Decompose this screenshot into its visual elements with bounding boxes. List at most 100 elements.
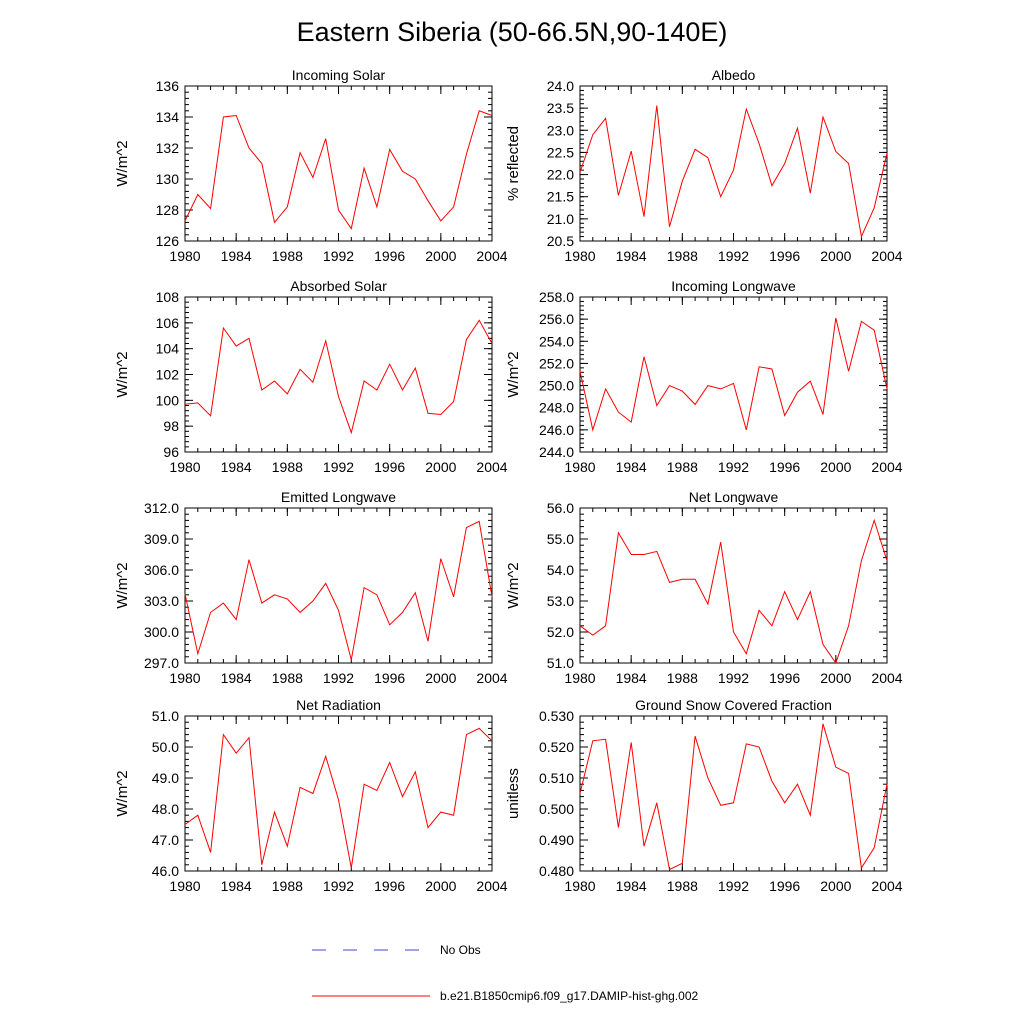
- panel-title: Emitted Longwave: [281, 489, 396, 505]
- plot-frame: [184, 507, 493, 664]
- x-tick-label: 1988: [667, 670, 698, 686]
- x-tick-label: 2000: [820, 248, 851, 264]
- plot-frame: [579, 85, 888, 242]
- x-tick-label: 1996: [769, 459, 800, 475]
- panel-4: 1980 1984 1988 1992 1996 2000 2004 297.0 300.0 30…: [114, 489, 508, 686]
- x-tick-label: 2000: [425, 878, 456, 894]
- y-tick-label: 0.510: [539, 770, 574, 786]
- x-tick-label: 2004: [871, 459, 902, 475]
- y-tick-label: 52.0: [547, 624, 574, 640]
- x-tick-label: 2004: [476, 248, 507, 264]
- plot-frame: [184, 715, 493, 872]
- panel-title: Absorbed Solar: [290, 278, 387, 294]
- plot-frame: [579, 507, 888, 664]
- y-tick-label: 254.0: [539, 333, 574, 349]
- panel-0: 1980 1984 1988 1992 1996 2000 2004 126 128 130 132…: [114, 67, 508, 264]
- x-tick-label: 1980: [169, 670, 200, 686]
- y-axis-label: % reflected: [505, 126, 522, 201]
- y-tick-label: 130: [156, 171, 180, 187]
- y-tick-label: 23.5: [547, 100, 574, 116]
- y-tick-label: 51.0: [547, 655, 574, 671]
- y-axis-label: W/m^2: [114, 351, 131, 397]
- x-tick-label: 1980: [564, 459, 595, 475]
- x-tick-label: 1992: [718, 670, 749, 686]
- y-tick-label: 47.0: [152, 832, 179, 848]
- x-tick-label: 1992: [323, 878, 354, 894]
- x-tick-label: 1980: [169, 248, 200, 264]
- x-tick-label: 1992: [323, 248, 354, 264]
- y-tick-label: 21.0: [547, 211, 574, 227]
- x-tick-label: 2004: [871, 248, 902, 264]
- series-line: [579, 105, 888, 239]
- x-tick-label: 1980: [564, 248, 595, 264]
- x-tick-label: 2004: [871, 878, 902, 894]
- y-tick-label: 0.480: [539, 863, 574, 879]
- y-tick-label: 53.0: [547, 593, 574, 609]
- x-tick-label: 1992: [323, 670, 354, 686]
- y-tick-label: 20.5: [547, 233, 574, 249]
- x-tick-label: 2004: [476, 878, 507, 894]
- y-tick-label: 256.0: [539, 311, 574, 327]
- y-axis-label: W/m^2: [505, 351, 522, 397]
- y-tick-label: 96: [163, 444, 179, 460]
- panel-title: Incoming Solar: [292, 67, 386, 83]
- plot-frame: [184, 85, 493, 242]
- y-tick-label: 56.0: [547, 500, 574, 516]
- series-line: [184, 727, 493, 868]
- y-tick-label: 22.5: [547, 144, 574, 160]
- x-tick-label: 1996: [374, 248, 405, 264]
- y-tick-label: 252.0: [539, 355, 574, 371]
- x-tick-label: 1988: [272, 670, 303, 686]
- series-line: [579, 723, 888, 871]
- y-tick-label: 128: [156, 202, 180, 218]
- x-tick-label: 2000: [820, 670, 851, 686]
- panel-5: 1980 1984 1988 1992 1996 2000 2004 51.0 52.0 53.0…: [505, 489, 903, 686]
- y-tick-label: 312.0: [144, 500, 179, 516]
- x-tick-label: 1992: [323, 459, 354, 475]
- y-axis-label: W/m^2: [114, 562, 131, 608]
- x-tick-label: 2000: [425, 459, 456, 475]
- x-tick-label: 1996: [374, 878, 405, 894]
- y-tick-label: 51.0: [152, 708, 179, 724]
- series-line: [579, 317, 888, 432]
- series-line: [579, 518, 888, 665]
- x-tick-label: 1984: [221, 459, 252, 475]
- panel-title: Incoming Longwave: [671, 278, 796, 294]
- y-tick-label: 22.0: [547, 167, 574, 183]
- x-tick-label: 1988: [272, 248, 303, 264]
- x-tick-label: 1984: [616, 670, 647, 686]
- y-tick-label: 306.0: [144, 562, 179, 578]
- y-tick-label: 0.500: [539, 801, 574, 817]
- x-tick-label: 1980: [564, 670, 595, 686]
- y-tick-label: 23.0: [547, 122, 574, 138]
- x-tick-label: 1996: [769, 878, 800, 894]
- x-tick-label: 2004: [476, 459, 507, 475]
- x-tick-label: 1992: [718, 248, 749, 264]
- x-tick-label: 1980: [564, 878, 595, 894]
- x-tick-label: 2000: [820, 459, 851, 475]
- panel-title: Albedo: [712, 67, 756, 83]
- y-axis-label: W/m^2: [114, 770, 131, 816]
- y-tick-label: 134: [156, 109, 180, 125]
- y-tick-label: 55.0: [547, 531, 574, 547]
- y-axis-label: W/m^2: [114, 140, 131, 186]
- x-tick-label: 2000: [425, 248, 456, 264]
- x-tick-label: 2000: [425, 670, 456, 686]
- y-tick-label: 48.0: [152, 801, 179, 817]
- panel-3: 1980 1984 1988 1992 1996 2000 2004 244.0 246.0 24…: [505, 278, 903, 475]
- panel-7: 1980 1984 1988 1992 1996 2000 2004 0.480 0.490 0.…: [505, 697, 903, 894]
- y-tick-label: 98: [163, 418, 179, 434]
- panel-title: Net Longwave: [689, 489, 779, 505]
- x-tick-label: 1996: [769, 670, 800, 686]
- y-tick-label: 248.0: [539, 400, 574, 416]
- x-tick-label: 1988: [667, 878, 698, 894]
- plot-frame: [184, 296, 493, 453]
- x-tick-label: 1996: [769, 248, 800, 264]
- plot-frame: [579, 296, 888, 453]
- y-axis-label: unitless: [505, 768, 522, 819]
- y-tick-label: 102: [156, 367, 180, 383]
- x-tick-label: 1988: [272, 459, 303, 475]
- panel-6: 1980 1984 1988 1992 1996 2000 2004 46.0 47.0 48.0…: [114, 697, 508, 894]
- y-tick-label: 104: [156, 341, 180, 357]
- x-tick-label: 2004: [871, 670, 902, 686]
